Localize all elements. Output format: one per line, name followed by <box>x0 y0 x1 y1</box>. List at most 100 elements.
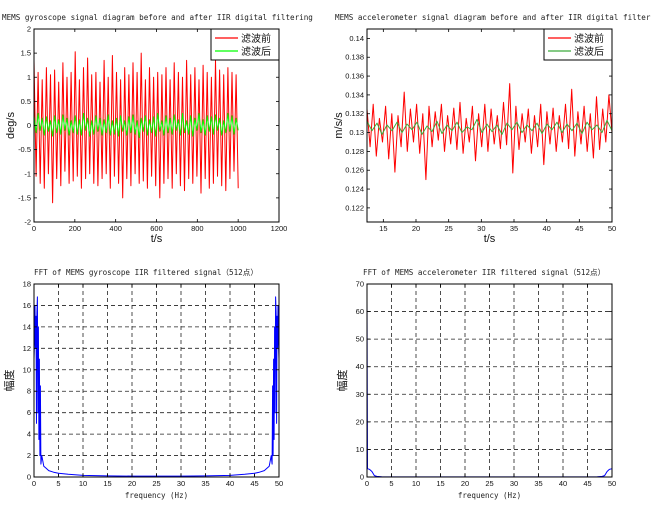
y-tick-label: 14 <box>23 322 31 331</box>
x-tick-label: 1000 <box>230 224 247 233</box>
x-tick-label: 400 <box>109 224 122 233</box>
x-tick-label: 50 <box>275 479 283 488</box>
x-tick-label: 600 <box>150 224 163 233</box>
x-tick-label: 45 <box>583 479 591 488</box>
chart-title: FFT of MEMS gyroscope IIR filtered signa… <box>34 268 258 277</box>
series-line-2 <box>34 112 239 139</box>
x-tick-label: 25 <box>444 224 452 233</box>
x-tick-label: 1200 <box>271 224 288 233</box>
legend-label: 滤波前 <box>241 32 271 45</box>
x-axis-label: frequency (Hz) <box>125 491 188 500</box>
y-tick-label: 0.124 <box>345 185 364 194</box>
x-tick-label: 5 <box>56 479 60 488</box>
y-tick-label: 12 <box>23 344 31 353</box>
subplot-1: 0 200 400 600 800 1000 1200 -2 -1.5 -1 -0.5 0 0.5 1 1.… <box>2 13 313 245</box>
y-tick-label: 1.5 <box>21 49 31 58</box>
y-tick-label: 70 <box>356 280 364 289</box>
x-tick-label: 35 <box>534 479 542 488</box>
y-tick-label: -1 <box>24 169 31 178</box>
x-tick-label: 20 <box>128 479 136 488</box>
subplot-2: 15 20 25 30 35 40 45 50 0.122 0.124 0.126 0.128 0.13… <box>333 13 651 245</box>
x-axis-label: t/s <box>151 233 163 245</box>
y-tick-label: 0.13 <box>349 128 364 137</box>
y-tick-label: -1.5 <box>18 193 31 202</box>
legend-label: 滤波后 <box>241 45 271 58</box>
y-tick-label: 1 <box>27 73 31 82</box>
x-tick-label: 20 <box>461 479 469 488</box>
y-tick-label: 50 <box>356 335 364 344</box>
y-tick-label: 0.5 <box>21 97 31 106</box>
y-tick-label: 10 <box>23 365 31 374</box>
y-tick-label: 0.136 <box>345 72 364 81</box>
x-tick-label: 25 <box>485 479 493 488</box>
chart-title: MEMS accelerometer signal diagram before… <box>335 13 651 22</box>
y-axis-label: m/s/s <box>333 112 345 139</box>
y-tick-label: 0.126 <box>345 166 364 175</box>
x-tick-label: 30 <box>510 479 518 488</box>
y-tick-label: 0.134 <box>345 90 364 99</box>
x-tick-label: 200 <box>69 224 82 233</box>
x-axis-label: t/s <box>484 233 496 245</box>
x-tick-label: 35 <box>510 224 518 233</box>
series-line-2 <box>367 118 612 135</box>
y-tick-label: 0 <box>27 473 31 482</box>
y-tick-label: 0.122 <box>345 203 364 212</box>
plot-area <box>34 284 279 477</box>
x-tick-label: 0 <box>32 479 36 488</box>
chart-title: MEMS gyroscope signal diagram before and… <box>2 13 313 22</box>
legend-box <box>210 28 280 61</box>
x-tick-label: 50 <box>608 224 616 233</box>
legend-box <box>543 28 613 61</box>
x-tick-label: 15 <box>379 224 387 233</box>
x-tick-label: 0 <box>365 479 369 488</box>
x-tick-label: 5 <box>389 479 393 488</box>
x-tick-label: 15 <box>103 479 111 488</box>
y-tick-label: 18 <box>23 280 31 289</box>
y-tick-label: 6 <box>27 408 31 417</box>
legend-label: 滤波前 <box>574 32 604 45</box>
y-tick-label: -0.5 <box>18 145 31 154</box>
x-tick-label: 800 <box>191 224 204 233</box>
y-tick-label: 60 <box>356 307 364 316</box>
x-tick-label: 40 <box>226 479 234 488</box>
y-tick-label: 0.138 <box>345 53 364 62</box>
axes-frame <box>366 28 613 223</box>
x-tick-label: 45 <box>250 479 258 488</box>
series-line-1 <box>367 83 612 181</box>
y-tick-label: 10 <box>356 445 364 454</box>
y-tick-label: 40 <box>356 362 364 371</box>
legend-label: 滤波后 <box>574 45 604 58</box>
y-tick-label: 0.128 <box>345 147 364 156</box>
y-tick-label: 0.132 <box>345 109 364 118</box>
y-tick-label: 2 <box>27 25 31 34</box>
x-tick-label: 40 <box>559 479 567 488</box>
chart-title: FFT of MEMS accelerometer IIR filtered s… <box>363 268 605 277</box>
x-tick-label: 30 <box>177 479 185 488</box>
x-tick-label: 50 <box>608 479 616 488</box>
x-tick-label: 10 <box>412 479 420 488</box>
y-tick-label: 2 <box>27 451 31 460</box>
x-tick-label: 25 <box>152 479 160 488</box>
x-tick-label: 35 <box>201 479 209 488</box>
x-tick-label: 15 <box>436 479 444 488</box>
x-tick-label: 0 <box>32 224 36 233</box>
y-tick-label: -2 <box>24 218 31 227</box>
x-tick-label: 20 <box>412 224 420 233</box>
y-axis-label: deg/s <box>5 112 17 139</box>
y-tick-label: 16 <box>23 301 31 310</box>
y-tick-label: 30 <box>356 390 364 399</box>
subplot-4: 0 5 10 15 20 25 30 35 40 45 50 0 10 20 30 40 50 60 70 FFT o… <box>335 268 616 500</box>
x-axis-label: frequency (Hz) <box>458 491 521 500</box>
y-tick-label: 8 <box>27 387 31 396</box>
y-tick-label: 4 <box>27 430 31 439</box>
x-tick-label: 30 <box>477 224 485 233</box>
plot-area <box>367 284 612 477</box>
y-axis-label: 幅度 <box>335 370 349 392</box>
y-tick-label: 20 <box>356 417 364 426</box>
y-tick-label: 0 <box>27 121 31 130</box>
y-tick-label: 0.14 <box>349 34 364 43</box>
x-tick-label: 40 <box>542 224 550 233</box>
